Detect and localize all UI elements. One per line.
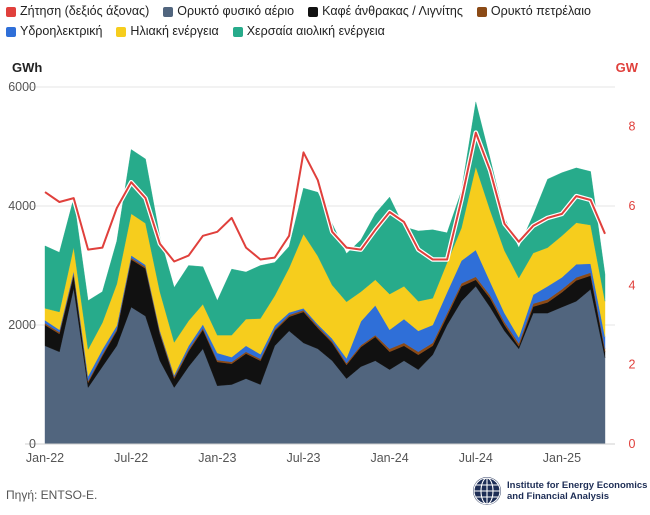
x-tick-label: Jan-24 xyxy=(370,451,408,465)
legend-label: Υδροηλεκτρική xyxy=(20,24,103,38)
legend: Ζήτηση (δεξιός άξονας) Ορυκτό φυσικό αέρι… xyxy=(6,3,626,40)
legend-item: Καφέ άνθρακας / Λιγνίτης xyxy=(308,3,463,20)
y-right-tick-label: 6 xyxy=(629,199,636,213)
y-left-tick-label: 6000 xyxy=(8,80,36,94)
legend-label: Ηλιακή ενέργεια xyxy=(130,24,219,38)
x-tick-label: Jan-23 xyxy=(198,451,236,465)
legend-label: Ορυκτό πετρέλαιο xyxy=(490,4,591,18)
source-note: Πηγή: ENTSO-E. xyxy=(6,488,98,502)
x-tick-label: Jan-22 xyxy=(26,451,64,465)
globe-icon xyxy=(473,477,501,505)
legend-item: Χερσαία αιολική ενέργεια xyxy=(232,23,385,40)
y-left-tick-label: 4000 xyxy=(8,199,36,213)
area-series-5 xyxy=(44,101,606,351)
y-left-tick-label: 0 xyxy=(29,437,36,451)
logo-line-2: and Financial Analysis xyxy=(507,491,610,502)
legend-swatch xyxy=(476,6,487,17)
legend-swatch xyxy=(6,6,16,17)
left-axis-unit: GWh xyxy=(12,60,43,75)
legend-item: Ζήτηση (δεξιός άξονας) xyxy=(6,3,149,20)
legend-swatch xyxy=(232,26,243,37)
y-right-tick-label: 4 xyxy=(629,278,636,292)
x-tick-label: Jul-23 xyxy=(286,451,320,465)
y-right-tick-label: 8 xyxy=(629,120,636,134)
ieefa-logo: Institute for Energy Economics and Finan… xyxy=(472,476,647,506)
legend-swatch xyxy=(6,26,16,37)
x-tick-label: Jul-22 xyxy=(114,451,148,465)
x-tick-label: Jul-24 xyxy=(459,451,493,465)
legend-swatch xyxy=(308,6,319,17)
x-tick-label: Jan-25 xyxy=(543,451,581,465)
legend-item: Ορυκτό φυσικό αέριο xyxy=(163,3,294,20)
legend-item: Ορυκτό πετρέλαιο xyxy=(476,3,591,20)
legend-swatch xyxy=(163,6,174,17)
legend-item: Ηλιακή ενέργεια xyxy=(116,23,219,40)
legend-item: Υδροηλεκτρική xyxy=(6,23,102,40)
legend-swatch xyxy=(116,26,127,37)
legend-label: Ζήτηση (δεξιός άξονας) xyxy=(20,4,150,18)
y-left-tick-label: 2000 xyxy=(8,318,36,332)
right-axis-unit: GW xyxy=(615,60,638,75)
legend-label: Ορυκτό φυσικό αέριο xyxy=(177,4,295,18)
legend-label: Χερσαία αιολική ενέργεια xyxy=(246,24,385,38)
legend-label: Καφέ άνθρακας / Λιγνίτης xyxy=(322,4,463,18)
y-right-tick-label: 0 xyxy=(629,437,636,451)
logo-line-1: Institute for Energy Economics xyxy=(507,480,648,491)
demand-line xyxy=(44,131,606,263)
y-right-tick-label: 2 xyxy=(629,358,636,372)
